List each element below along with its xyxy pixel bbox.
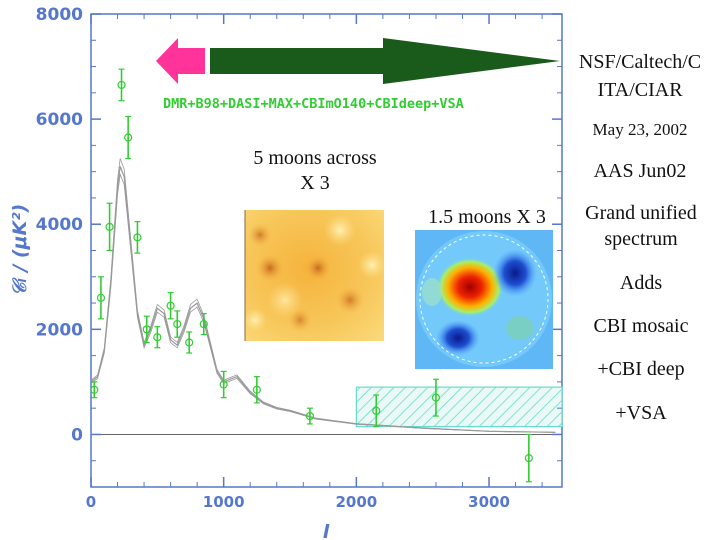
x-tick-label: 0 (86, 493, 96, 511)
data-points (90, 68, 533, 483)
y-tick-label: 0 (71, 425, 83, 445)
x-axis-label: l (323, 521, 330, 540)
pink-arrow-icon (156, 38, 205, 84)
notes-block: Grand unified spectrum (562, 200, 720, 252)
legend-text: DMR+B98+DASI+MAX+CBImO140+CBIdeep+VSA (163, 96, 464, 112)
data-point (252, 385, 261, 394)
double-arrow-icon (156, 38, 560, 84)
right-panel-caption: 1.5 moons X 3 (428, 206, 546, 228)
data-point (105, 222, 114, 231)
note-vsa: +VSA (615, 402, 667, 424)
data-point (124, 133, 133, 142)
data-point (305, 411, 315, 421)
data-point (524, 453, 533, 463)
data-point (90, 385, 99, 394)
excess-power-band (355, 386, 563, 428)
data-point (185, 338, 194, 347)
note-adds: Adds (619, 272, 663, 294)
model-curve (90, 158, 556, 433)
data-point (219, 380, 228, 389)
data-point (166, 301, 175, 310)
organization-line-2: ITA/CIAR (597, 79, 683, 101)
data-point (96, 293, 106, 302)
left-panel-caption: 5 moons across X 3 (225, 146, 405, 196)
y-tick-label: 6000 (36, 110, 83, 130)
data-point (372, 406, 381, 415)
data-point (117, 80, 126, 90)
x-tick-label: 2000 (335, 493, 377, 511)
organization-label: NSF/Caltech/C ITA/CIAR (560, 48, 720, 104)
data-point (173, 319, 182, 329)
x-tick-label: 3000 (468, 493, 510, 511)
model-curves (90, 158, 556, 433)
organization-line-1: NSF/Caltech/C (578, 51, 702, 73)
y-tick-label: 2000 (36, 320, 83, 340)
data-point (133, 233, 142, 242)
note-cbi-mosaic: CBI mosaic (593, 315, 689, 337)
y-tick-label: 4000 (36, 215, 83, 235)
data-point (153, 333, 162, 342)
data-point (431, 393, 441, 402)
note-grand-unified: Grand unified (585, 202, 697, 224)
data-point (142, 325, 151, 334)
model-curve (90, 172, 556, 433)
cbi-deep-map (415, 230, 553, 369)
cbi-mosaic-map (243, 210, 386, 341)
y-tick-label: 8000 (36, 5, 83, 25)
left-caption-line-2: X 3 (300, 172, 330, 194)
data-point (199, 319, 208, 329)
y-axis-label: 𝒞ₗ / (μK²) (9, 204, 31, 297)
axis-ticks: 0 2000 4000 6000 8000 0 1000 2000 3000 (36, 5, 562, 511)
date-label: May 23, 2002 (592, 120, 688, 139)
meeting-label: AAS Jun02 (593, 160, 687, 182)
model-curve (90, 166, 556, 433)
x-tick-label: 1000 (203, 493, 245, 511)
green-arrow-icon (210, 38, 560, 84)
left-caption-line-1: 5 moons across (253, 147, 377, 169)
note-cbi-deep: +CBI deep (597, 358, 685, 380)
note-spectrum: spectrum (604, 228, 678, 250)
